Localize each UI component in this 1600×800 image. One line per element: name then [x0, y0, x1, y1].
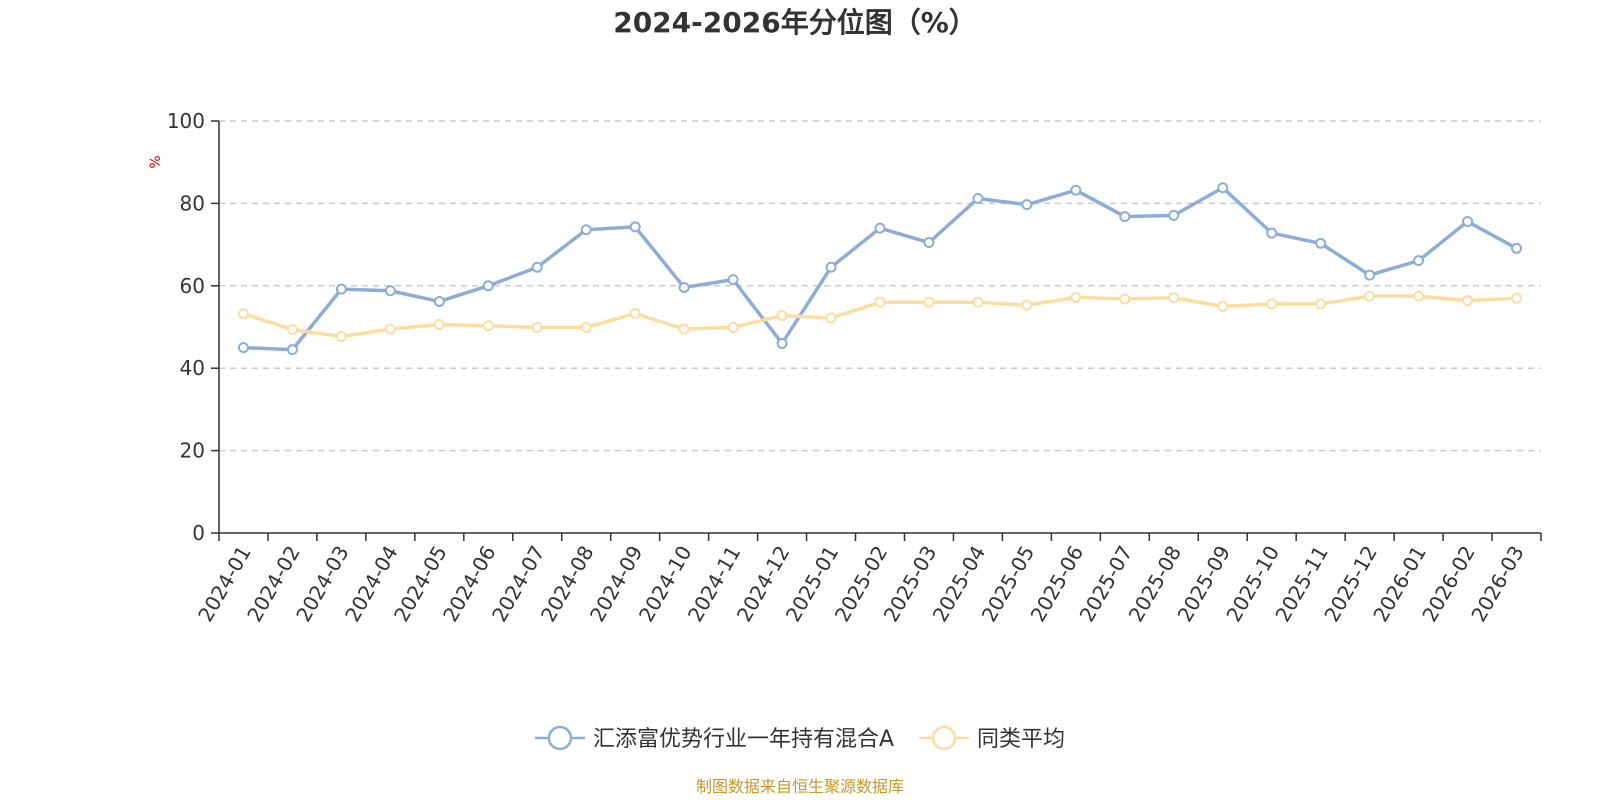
data-point[interactable] — [580, 321, 592, 333]
data-point[interactable] — [1462, 295, 1474, 307]
legend-item-0[interactable]: 汇添富优势行业一年持有混合A — [534, 725, 894, 752]
data-point[interactable] — [384, 285, 396, 297]
data-point[interactable] — [531, 261, 543, 273]
data-point[interactable] — [1119, 293, 1131, 305]
y-tick-label: 20 — [180, 439, 205, 463]
data-point[interactable] — [580, 224, 592, 236]
data-point[interactable] — [335, 330, 347, 342]
data-point[interactable] — [1413, 290, 1425, 302]
data-point[interactable] — [1070, 291, 1082, 303]
data-point[interactable] — [1266, 227, 1278, 239]
data-point[interactable] — [1119, 211, 1131, 223]
data-point[interactable] — [286, 323, 298, 335]
data-point[interactable] — [384, 323, 396, 335]
data-point[interactable] — [825, 312, 837, 324]
data-point[interactable] — [1266, 298, 1278, 310]
data-point[interactable] — [237, 342, 249, 354]
series-0 — [237, 182, 1523, 356]
data-point[interactable] — [1217, 182, 1229, 194]
data-point[interactable] — [1315, 237, 1327, 249]
data-point[interactable] — [286, 344, 298, 356]
y-tick-label: 0 — [192, 521, 205, 545]
data-point[interactable] — [1413, 255, 1425, 267]
data-point[interactable] — [1021, 199, 1033, 211]
chart-title: 2024-2026年分位图（%） — [613, 6, 977, 39]
legend-label: 汇添富优势行业一年持有混合A — [593, 727, 894, 752]
data-point[interactable] — [727, 321, 739, 333]
data-point[interactable] — [825, 261, 837, 273]
data-point[interactable] — [1364, 290, 1376, 302]
y-tick-label: 60 — [180, 274, 205, 298]
y-axis-unit: % — [148, 155, 164, 168]
data-point[interactable] — [482, 320, 494, 332]
legend-label: 同类平均 — [977, 727, 1065, 752]
legend[interactable]: 汇添富优势行业一年持有混合A 同类平均 — [534, 725, 1065, 752]
data-point[interactable] — [629, 307, 641, 319]
data-point[interactable] — [629, 221, 641, 233]
x-axis-ticks: 2024-012024-022024-032024-042024-052024-… — [193, 533, 1542, 626]
source-note: 制图数据来自恒生聚源数据库 — [696, 777, 904, 796]
series-group — [237, 182, 1523, 356]
data-point[interactable] — [1070, 184, 1082, 196]
data-point[interactable] — [531, 321, 543, 333]
legend-item-1[interactable]: 同类平均 — [919, 725, 1065, 752]
data-point[interactable] — [1462, 216, 1474, 228]
data-point[interactable] — [1511, 242, 1523, 254]
axes — [218, 121, 1541, 534]
data-point[interactable] — [678, 281, 690, 293]
data-point[interactable] — [923, 296, 935, 308]
data-point[interactable] — [923, 237, 935, 249]
data-point[interactable] — [874, 296, 886, 308]
series-1 — [237, 290, 1523, 342]
data-point[interactable] — [678, 323, 690, 335]
y-axis-ticks: 0 20 40 60 80 100 — [167, 109, 219, 545]
data-point[interactable] — [874, 222, 886, 234]
y-tick-label: 40 — [180, 356, 205, 380]
data-point[interactable] — [1021, 299, 1033, 311]
data-point[interactable] — [433, 319, 445, 331]
data-point[interactable] — [727, 274, 739, 286]
data-point[interactable] — [972, 296, 984, 308]
data-point[interactable] — [1168, 209, 1180, 221]
data-point[interactable] — [482, 280, 494, 292]
data-point[interactable] — [1364, 269, 1376, 281]
legend-marker-icon — [547, 725, 573, 751]
grid-lines — [219, 120, 1541, 452]
data-point[interactable] — [433, 295, 445, 307]
data-point[interactable] — [1511, 292, 1523, 304]
y-tick-label: 80 — [180, 191, 205, 215]
legend-marker-icon — [931, 725, 957, 751]
data-point[interactable] — [776, 309, 788, 321]
data-point[interactable] — [237, 308, 249, 320]
y-tick-label: 100 — [167, 109, 205, 133]
data-point[interactable] — [1217, 300, 1229, 312]
data-point[interactable] — [1315, 298, 1327, 310]
data-point[interactable] — [972, 192, 984, 204]
data-point[interactable] — [1168, 292, 1180, 304]
data-point[interactable] — [776, 337, 788, 349]
data-point[interactable] — [335, 283, 347, 295]
